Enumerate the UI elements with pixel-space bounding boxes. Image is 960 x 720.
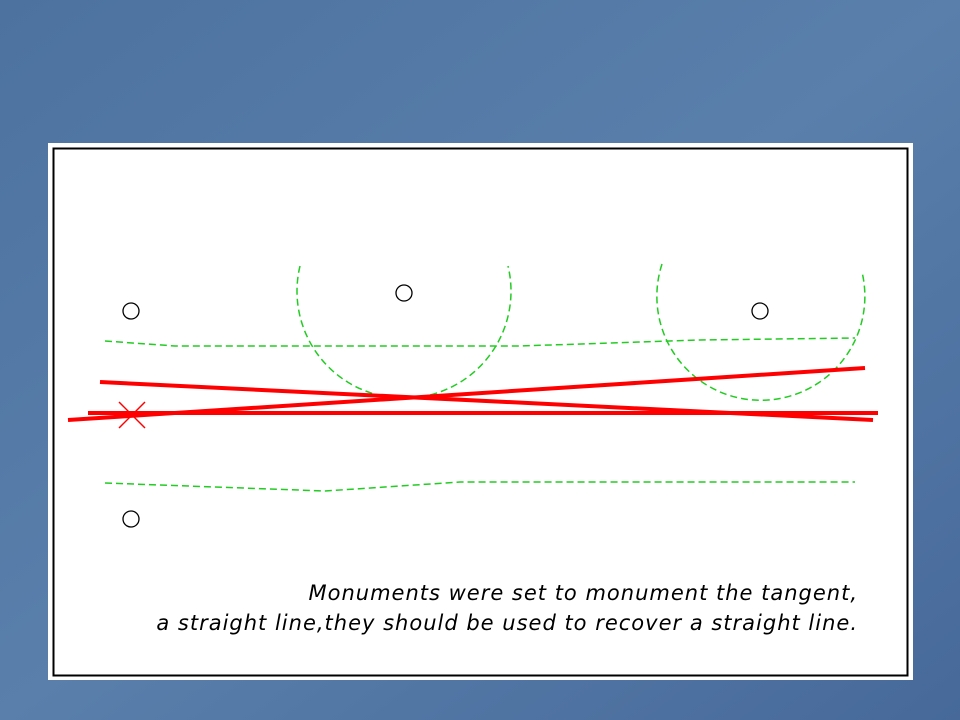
monument <box>122 302 140 320</box>
lower-offset-line <box>104 481 855 492</box>
monument <box>395 284 413 302</box>
monument <box>751 302 769 320</box>
upper-offset-line <box>104 337 856 347</box>
x-mark <box>118 401 146 429</box>
skewed-line <box>99 380 874 422</box>
drawing-border <box>52 147 909 677</box>
skewed-line <box>67 366 866 422</box>
red-lines <box>67 366 878 429</box>
caption-line: a straight line,they should be used to r… <box>156 611 858 635</box>
caption-line: Monuments were set to monument the tange… <box>308 581 858 605</box>
monument <box>122 510 140 528</box>
monuments <box>122 284 769 528</box>
swing-arc <box>656 263 866 401</box>
